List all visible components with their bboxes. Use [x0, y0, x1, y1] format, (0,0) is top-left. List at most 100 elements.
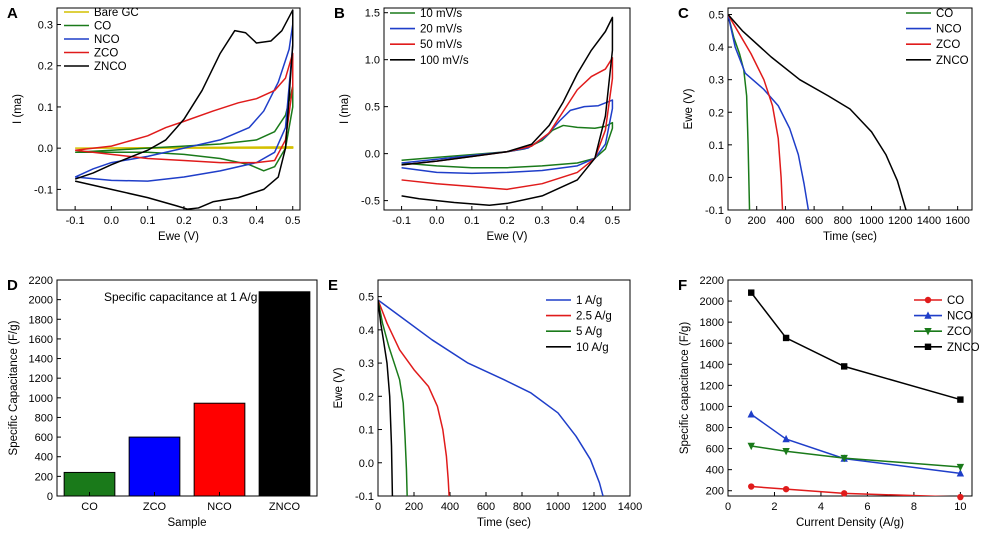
- y-tick-label: 2200: [29, 275, 53, 287]
- y-tick-label: 0.0: [365, 149, 380, 161]
- x-tick-label: 10: [954, 501, 966, 513]
- data-point-co: [957, 493, 964, 501]
- x-axis-label: Time (sec): [823, 231, 877, 243]
- legend-label: ZNCO: [94, 61, 127, 73]
- panel-e: -0.1 0.0 0.1 0.2 0.3 0.4 0.5 0 200 400 600 800 1000 1…: [328, 277, 642, 529]
- legend: 10 mV/s 20 mV/s 50 mV/s 100 mV/s: [390, 8, 469, 67]
- y-tick-label: 800: [706, 423, 724, 435]
- legend: CO NCO ZCO ZNCO: [906, 8, 969, 67]
- y-tick-label: 1200: [29, 373, 53, 385]
- y-tick-label: 0.0: [38, 143, 53, 155]
- data-point-znco: [957, 396, 964, 403]
- legend-label: 20 mV/s: [420, 24, 462, 36]
- x-tick-label: -0.1: [392, 215, 411, 227]
- legend-label: ZCO: [94, 48, 118, 60]
- x-tick-label: NCO: [207, 501, 232, 513]
- bar-znco: [258, 291, 311, 497]
- x-tick-label: 1000: [546, 501, 570, 513]
- x-tick-label: 800: [834, 215, 852, 227]
- legend-label: 10 mV/s: [420, 8, 462, 20]
- legend-label: CO: [947, 295, 964, 307]
- y-tick-label: 2000: [700, 296, 724, 308]
- y-tick-label: -0.1: [34, 184, 53, 196]
- x-tick-label: 1400: [618, 501, 642, 513]
- y-tick-label: 0.4: [359, 325, 374, 337]
- panel-letter: C: [678, 5, 689, 22]
- x-tick-label: 0.2: [176, 215, 191, 227]
- y-tick-label: 1.0: [365, 55, 380, 67]
- series-curve-5-a-g: [378, 299, 408, 496]
- x-tick-label: 0: [375, 501, 381, 513]
- series-line-znco: [750, 292, 961, 401]
- y-tick-label: 800: [35, 412, 53, 424]
- y-tick-label: 0.5: [709, 10, 724, 22]
- data-point-co: [840, 490, 848, 497]
- x-tick-label: 200: [748, 215, 766, 227]
- x-tick-label: ZCO: [143, 501, 167, 513]
- series-curve-50-mv-s: [401, 57, 614, 191]
- panel-letter: E: [328, 277, 338, 294]
- series-curve-nco: [728, 14, 810, 210]
- series-curve-znco: [728, 14, 907, 210]
- legend-label: 100 mV/s: [420, 55, 469, 67]
- y-tick-label: -0.1: [705, 205, 724, 217]
- x-tick-label: 0.3: [534, 215, 549, 227]
- series-curve-1-a-g: [378, 299, 604, 496]
- legend-marker: [924, 328, 932, 336]
- panel-b: -0.5 0.0 0.5 1.0 1.5 -0.1 0.0 0.1 0.2 0.3 0.4 0.5 Ew…: [334, 5, 631, 243]
- legend-label: 10 A/g: [576, 342, 609, 354]
- y-tick-label: 0.5: [365, 102, 380, 114]
- x-tick-label: 1000: [859, 215, 883, 227]
- x-tick-label: 1200: [582, 501, 606, 513]
- x-tick-label: 0.3: [213, 215, 228, 227]
- legend-label: NCO: [936, 24, 962, 36]
- series-line-zco: [751, 445, 961, 468]
- x-tick-label: 2: [771, 501, 777, 513]
- legend-label: 2.5 A/g: [576, 311, 612, 323]
- plot-frame: [377, 279, 631, 497]
- x-tick-label: 1200: [888, 215, 912, 227]
- bar-zco: [128, 436, 181, 497]
- x-tick-label: CO: [81, 501, 98, 513]
- chart-inner-title: Specific capacitance at 1 A/g: [104, 290, 257, 304]
- x-tick-label: ZNCO: [269, 501, 301, 513]
- series-curve-100-mv-s: [401, 16, 614, 207]
- data-point-zco: [956, 463, 965, 472]
- panel-letter: B: [334, 5, 345, 22]
- y-tick-label: 0.2: [359, 391, 374, 403]
- plot-frame: [56, 7, 301, 211]
- legend-label: 1 A/g: [576, 295, 602, 307]
- plot-frame: [727, 7, 973, 211]
- legend: CO NCO ZCO ZNCO: [914, 295, 980, 354]
- data-point-zco: [747, 442, 755, 451]
- y-tick-label: 0.0: [359, 458, 374, 470]
- x-tick-label: 0.4: [249, 215, 264, 227]
- y-axis-label: Specific Capacitance (F/g): [8, 320, 20, 455]
- x-tick-label: 1600: [945, 215, 969, 227]
- series-curve-zco: [75, 52, 294, 164]
- y-tick-label: 200: [706, 486, 724, 498]
- data-point-zco: [782, 448, 790, 456]
- y-tick-label: 0.3: [38, 19, 53, 31]
- data-point-nco: [782, 434, 790, 443]
- x-tick-label: 4: [818, 501, 824, 513]
- y-tick-label: 1800: [29, 314, 53, 326]
- legend-label: ZCO: [947, 326, 971, 338]
- y-tick-label: 1000: [29, 393, 53, 405]
- x-tick-label: 0.5: [285, 215, 300, 227]
- legend-marker: [924, 311, 932, 319]
- legend-label: NCO: [94, 34, 120, 46]
- y-axis-label: I (ma): [339, 94, 351, 124]
- y-tick-label: 0.2: [709, 107, 724, 119]
- y-tick-label: 0.3: [359, 358, 374, 370]
- series-curve-2-5-a-g: [378, 299, 450, 496]
- x-tick-label: 0.2: [499, 215, 514, 227]
- series-line-co: [751, 485, 951, 496]
- data-point-co: [748, 483, 755, 490]
- x-tick-label: 0.0: [429, 215, 444, 227]
- y-axis-label: Specific capacitance (F/g): [679, 322, 691, 454]
- y-tick-label: 1200: [700, 380, 724, 392]
- x-tick-label: 0.1: [140, 215, 155, 227]
